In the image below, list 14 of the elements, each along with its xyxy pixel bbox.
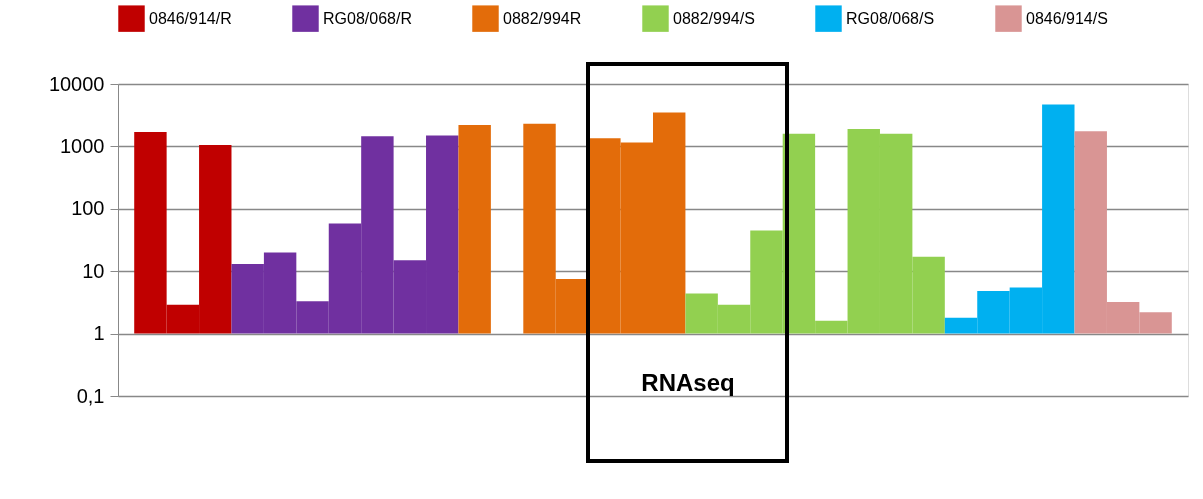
- legend-label: 0846/914/R: [149, 9, 232, 27]
- annotation: RNAseq: [641, 369, 735, 396]
- legend-label: 0846/914/S: [1026, 9, 1108, 27]
- y-tick-label: 1: [93, 322, 105, 345]
- y-tick-label: 1000: [60, 134, 105, 157]
- legend-label: RG08/068/R: [323, 9, 412, 27]
- legend-label: RG08/068/S: [846, 9, 935, 27]
- y-tick-label: 0,1: [76, 384, 105, 407]
- y-tick-label: 10000: [48, 72, 105, 95]
- bar: [458, 125, 491, 334]
- legend-label: 0882/994/S: [673, 9, 755, 27]
- y-tick-label: 10: [82, 259, 105, 282]
- y-tick-label: 100: [71, 197, 105, 220]
- legend-label: 0882/994R: [503, 9, 582, 27]
